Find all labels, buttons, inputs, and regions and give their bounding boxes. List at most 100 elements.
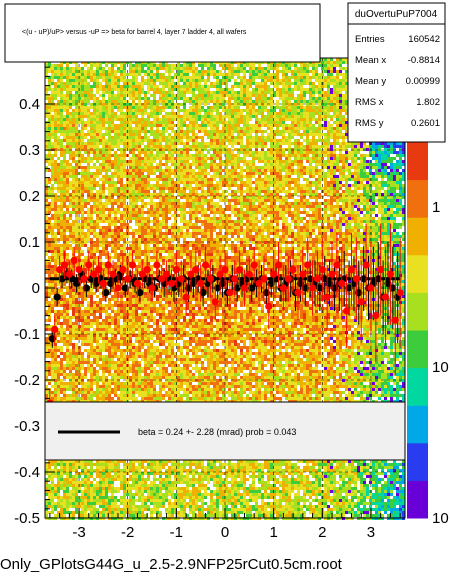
heatmap-cell: [243, 70, 246, 73]
heatmap-cell: [207, 124, 210, 127]
heatmap-cell: [285, 97, 288, 100]
heatmap-cell: [255, 142, 258, 145]
heatmap-cell: [192, 100, 195, 103]
heatmap-cell: [75, 184, 78, 187]
heatmap-cell: [333, 70, 336, 73]
heatmap-cell: [327, 169, 330, 172]
heatmap-cell: [165, 145, 168, 148]
heatmap-cell: [255, 85, 258, 88]
heatmap-cell: [201, 76, 204, 79]
heatmap-cell: [183, 154, 186, 157]
heatmap-cell: [84, 115, 87, 118]
heatmap-cell: [234, 91, 237, 94]
heatmap-cell: [180, 88, 183, 91]
heatmap-cell: [345, 79, 348, 82]
heatmap-cell: [96, 172, 99, 175]
heatmap-cell: [249, 124, 252, 127]
heatmap-cell: [258, 82, 261, 85]
heatmap-cell: [78, 172, 81, 175]
heatmap-cell: [72, 154, 75, 157]
heatmap-cell: [60, 70, 63, 73]
heatmap-cell: [150, 139, 153, 142]
heatmap-cell: [396, 145, 399, 148]
heatmap-cell: [198, 73, 201, 76]
heatmap-cell: [339, 130, 342, 133]
heatmap-cell: [174, 148, 177, 151]
heatmap-cell: [141, 166, 144, 169]
heatmap-cell: [267, 85, 270, 88]
heatmap-cell: [297, 187, 300, 190]
heatmap-cell: [159, 121, 162, 124]
heatmap-cell: [147, 145, 150, 148]
heatmap-cell: [312, 103, 315, 106]
heatmap-cell: [111, 145, 114, 148]
heatmap-cell: [84, 160, 87, 163]
heatmap-cell: [150, 106, 153, 109]
heatmap-cell: [315, 154, 318, 157]
heatmap-cell: [186, 73, 189, 76]
heatmap-cell: [138, 124, 141, 127]
heatmap-cell: [294, 67, 297, 70]
heatmap-cell: [315, 91, 318, 94]
heatmap-cell: [252, 166, 255, 169]
heatmap-cell: [132, 187, 135, 190]
heatmap-cell: [189, 163, 192, 166]
heatmap-cell: [384, 145, 387, 148]
heatmap-cell: [201, 136, 204, 139]
heatmap-cell: [186, 169, 189, 172]
heatmap-cell: [297, 97, 300, 100]
heatmap-cell: [63, 181, 66, 184]
heatmap-cell: [204, 190, 207, 193]
heatmap-cell: [312, 184, 315, 187]
heatmap-cell: [234, 175, 237, 178]
heatmap-cell: [180, 163, 183, 166]
heatmap-cell: [330, 154, 333, 157]
heatmap-cell: [177, 121, 180, 124]
heatmap-cell: [297, 139, 300, 142]
heatmap-cell: [102, 166, 105, 169]
heatmap-cell: [231, 112, 234, 115]
heatmap-cell: [285, 91, 288, 94]
heatmap-cell: [300, 88, 303, 91]
heatmap-cell: [162, 97, 165, 100]
heatmap-cell: [210, 136, 213, 139]
heatmap-cell: [66, 76, 69, 79]
heatmap-cell: [198, 187, 201, 190]
heatmap-cell: [210, 127, 213, 130]
heatmap-cell: [231, 181, 234, 184]
heatmap-cell: [396, 160, 399, 163]
heatmap-cell: [138, 145, 141, 148]
heatmap-cell: [150, 178, 153, 181]
heatmap-cell: [219, 136, 222, 139]
heatmap-cell: [135, 160, 138, 163]
heatmap-cell: [366, 163, 369, 166]
heatmap-cell: [105, 79, 108, 82]
heatmap-cell: [135, 178, 138, 181]
heatmap-cell: [192, 70, 195, 73]
heatmap-cell: [252, 142, 255, 145]
heatmap-cell: [51, 97, 54, 100]
heatmap-cell: [249, 184, 252, 187]
heatmap-cell: [216, 118, 219, 121]
heatmap-cell: [216, 190, 219, 193]
heatmap-cell: [339, 136, 342, 139]
heatmap-cell: [225, 157, 228, 160]
heatmap-cell: [159, 91, 162, 94]
heatmap-cell: [93, 106, 96, 109]
heatmap-cell: [111, 196, 114, 199]
heatmap-cell: [150, 145, 153, 148]
heatmap-cell: [249, 145, 252, 148]
heatmap-cell: [93, 154, 96, 157]
heatmap-cell: [306, 172, 309, 175]
heatmap-cell: [393, 142, 396, 145]
heatmap-cell: [228, 118, 231, 121]
heatmap-cell: [111, 160, 114, 163]
heatmap-cell: [204, 88, 207, 91]
heatmap-cell: [309, 184, 312, 187]
heatmap-cell: [351, 160, 354, 163]
heatmap-cell: [246, 184, 249, 187]
heatmap-cell: [312, 97, 315, 100]
heatmap-cell: [114, 172, 117, 175]
heatmap-cell: [180, 76, 183, 79]
heatmap-cell: [63, 100, 66, 103]
